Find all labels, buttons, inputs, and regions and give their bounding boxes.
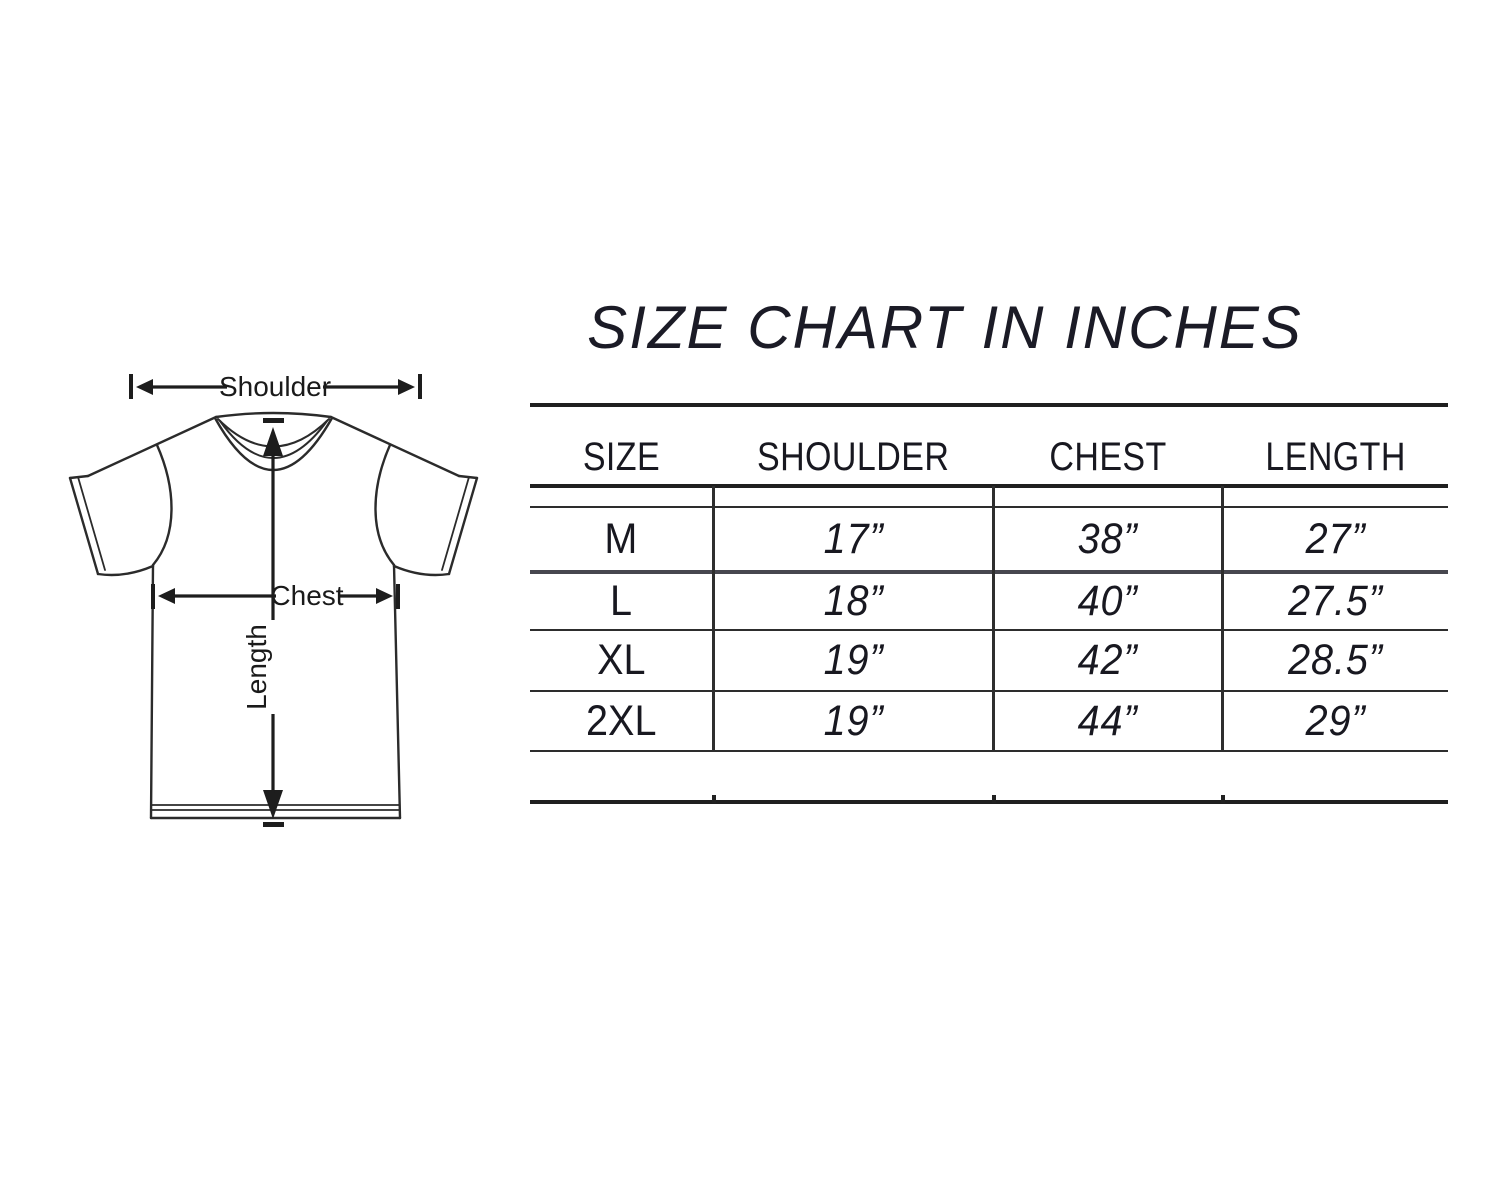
table-rule-bottom (530, 800, 1448, 804)
header-shoulder: SHOULDER (715, 430, 992, 484)
length-measure-arrow: Length (241, 418, 284, 827)
shoulder-value: 17” (823, 514, 884, 563)
bottom-rule-tick (712, 795, 716, 803)
header-length-label: LENGTH (1265, 434, 1407, 479)
table-column-divider (1221, 486, 1224, 752)
chest-value: 42” (1078, 636, 1138, 684)
table-row-m-shoulder: 17” (715, 508, 992, 570)
table-rule-row3 (530, 690, 1448, 692)
table-row-xl-length: 28.5” (1224, 631, 1448, 690)
table-rule-top (530, 403, 1448, 407)
bottom-rule-tick (1221, 795, 1225, 803)
chest-value: 38” (1078, 514, 1138, 563)
bottom-rule-tick (992, 795, 996, 803)
table-row-xl-chest: 42” (995, 631, 1221, 690)
chest-measure-arrow: Chest (151, 580, 400, 611)
table-row-l-chest: 40” (995, 574, 1221, 629)
size-value: XL (596, 636, 646, 684)
shoulder-label: Shoulder (219, 371, 331, 402)
table-row-m-length: 27” (1224, 508, 1448, 570)
table-row-l-size: L (530, 574, 712, 629)
shoulder-value: 19” (823, 696, 884, 745)
table-column-divider (712, 486, 715, 752)
table-rule-spacer (530, 506, 1448, 508)
table-row-l-length: 27.5” (1224, 574, 1448, 629)
length-value: 29” (1306, 696, 1366, 745)
page-title: SIZE CHART IN INCHES (587, 294, 1303, 361)
table-row-l-shoulder: 18” (715, 574, 992, 629)
size-value: 2XL (585, 696, 657, 745)
shoulder-measure-arrow: Shoulder (129, 371, 422, 402)
shoulder-value: 19” (823, 636, 884, 684)
shoulder-value: 18” (823, 577, 884, 625)
chest-label: Chest (270, 580, 343, 611)
table-row-2xl-length: 29” (1224, 692, 1448, 750)
header-size: SIZE (530, 430, 712, 484)
table-row-xl-shoulder: 19” (715, 631, 992, 690)
table-row-m-size: M (530, 508, 712, 570)
table-column-divider (992, 486, 995, 752)
table-rule-row4 (530, 750, 1448, 752)
header-size-label: SIZE (582, 434, 660, 479)
header-chest-label: CHEST (1049, 434, 1167, 479)
table-row-2xl-shoulder: 19” (715, 692, 992, 750)
length-value: 28.5” (1288, 636, 1384, 684)
table-row-2xl-chest: 44” (995, 692, 1221, 750)
length-value: 27.5” (1288, 577, 1384, 625)
tshirt-measurement-diagram: Shoulder Chest Length (68, 371, 479, 827)
header-chest: CHEST (995, 430, 1221, 484)
chest-value: 44” (1078, 696, 1138, 745)
table-row-2xl-size: 2XL (530, 692, 712, 750)
table-row-m-chest: 38” (995, 508, 1221, 570)
table-rule-row2 (530, 629, 1448, 631)
header-length: LENGTH (1224, 430, 1448, 484)
size-value: L (609, 577, 632, 625)
chest-value: 40” (1078, 577, 1138, 625)
table-rule-under-header (530, 484, 1448, 488)
header-shoulder-label: SHOULDER (757, 434, 950, 479)
length-label: Length (241, 624, 272, 710)
length-value: 27” (1306, 514, 1366, 563)
size-value: M (604, 514, 638, 563)
table-rule-row1 (530, 570, 1448, 574)
table-row-xl-size: XL (530, 631, 712, 690)
